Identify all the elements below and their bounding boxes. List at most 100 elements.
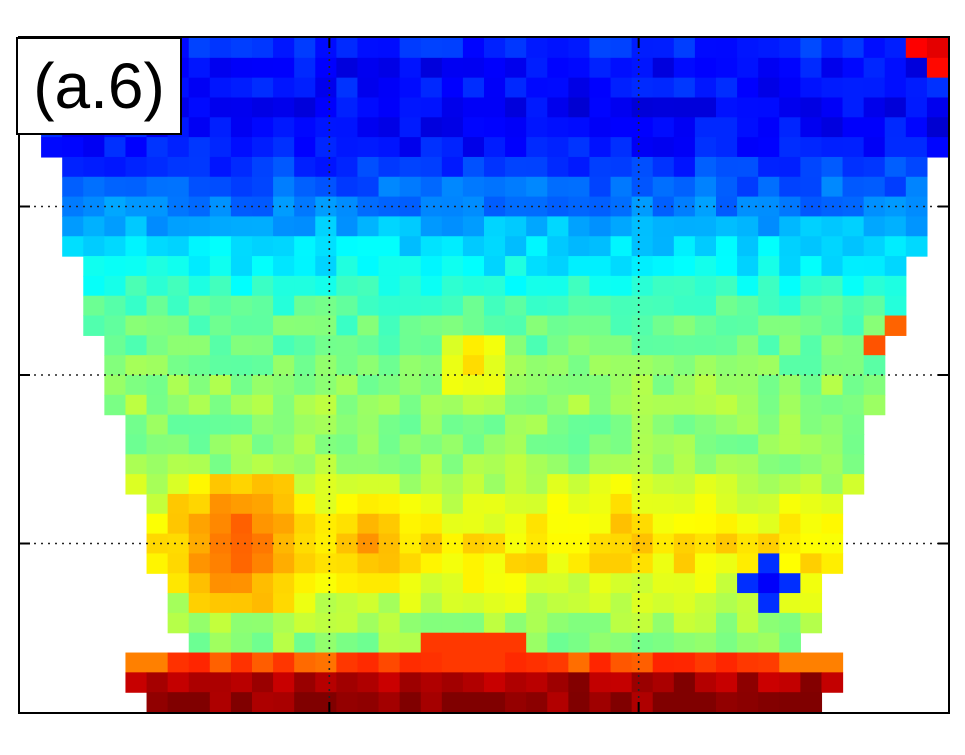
heatmap-cell	[336, 315, 359, 336]
heatmap-cell	[547, 414, 569, 436]
heatmap-cell	[336, 573, 359, 594]
heatmap-cell	[779, 652, 801, 673]
heatmap-cell	[336, 97, 359, 118]
heatmap-cell	[842, 38, 865, 59]
heatmap-cell	[357, 434, 380, 455]
heatmap-cell	[378, 434, 401, 455]
heatmap-cell	[378, 573, 401, 594]
heatmap-cell	[505, 573, 527, 594]
heatmap-cell	[273, 275, 295, 297]
heatmap-cell	[547, 474, 569, 495]
heatmap-cell	[673, 493, 696, 515]
heatmap-cell	[631, 573, 654, 594]
heatmap-cell	[526, 394, 548, 416]
heatmap-cell	[230, 553, 253, 574]
heatmap-cell	[209, 275, 232, 297]
heatmap-cell	[821, 315, 844, 336]
heatmap-cell	[462, 593, 485, 614]
heatmap-cell	[441, 493, 464, 515]
heatmap-cell	[547, 394, 569, 416]
heatmap-cell	[188, 196, 211, 218]
heatmap-cell	[589, 632, 612, 654]
heatmap-cell	[188, 632, 211, 654]
heatmap-cell	[779, 454, 801, 475]
heatmap-cell	[505, 632, 527, 654]
heatmap-cell	[209, 295, 232, 317]
heatmap-cell	[842, 295, 865, 317]
heatmap-cell	[547, 375, 569, 396]
heatmap-cell	[209, 315, 232, 336]
heatmap-cell	[146, 652, 169, 673]
heatmap-cell	[652, 97, 675, 118]
heatmap-cell	[230, 176, 253, 198]
heatmap-cell	[779, 493, 801, 515]
heatmap-cell	[273, 77, 295, 99]
heatmap-cell	[694, 216, 717, 237]
heatmap-cell	[737, 454, 759, 475]
heatmap-cell	[716, 236, 738, 257]
heatmap-cell	[716, 454, 738, 475]
heatmap-cell	[610, 236, 633, 257]
heatmap-cell	[167, 275, 190, 297]
heatmap-cell	[800, 97, 823, 118]
heatmap-cell	[146, 355, 169, 376]
heatmap-cell	[821, 176, 844, 198]
heatmap-cell	[252, 355, 274, 376]
heatmap-cell	[441, 513, 464, 535]
heatmap-cell	[484, 375, 506, 396]
heatmap-cell	[378, 375, 401, 396]
heatmap-cell	[926, 57, 949, 79]
heatmap-cell	[146, 236, 169, 257]
heatmap-cell	[610, 375, 633, 396]
heatmap-cell	[209, 454, 232, 475]
heatmap-cell	[146, 414, 169, 436]
heatmap-cell	[673, 38, 696, 59]
heatmap-cell	[821, 57, 844, 79]
heatmap-cell	[273, 57, 295, 79]
heatmap-cell	[905, 97, 928, 118]
heatmap-cell	[336, 513, 359, 535]
heatmap-cell	[779, 513, 801, 535]
heatmap-cell	[821, 454, 844, 475]
heatmap-cell	[631, 38, 654, 59]
heatmap-cell	[568, 533, 591, 555]
heatmap-cell	[336, 38, 359, 59]
heatmap-cell	[652, 335, 675, 356]
heatmap-cell	[399, 196, 422, 218]
heatmap-cell	[589, 236, 612, 257]
heatmap-cell	[146, 434, 169, 455]
heatmap-cell	[821, 97, 844, 118]
heatmap-cell	[378, 394, 401, 416]
heatmap-cell	[526, 553, 548, 574]
heatmap-cell	[420, 612, 443, 634]
heatmap-cell	[526, 355, 548, 376]
heatmap-cell	[378, 216, 401, 237]
heatmap-cell	[547, 652, 569, 673]
heatmap-cell	[800, 454, 823, 475]
heatmap-cell	[737, 672, 759, 693]
heatmap-cell	[378, 196, 401, 218]
heatmap-cell	[673, 593, 696, 614]
heatmap-cell	[589, 256, 612, 277]
heatmap-cell	[83, 137, 105, 158]
heatmap-cell	[779, 355, 801, 376]
heatmap-cell	[441, 256, 464, 277]
heatmap-cell	[758, 236, 780, 257]
heatmap-cell	[230, 38, 253, 59]
heatmap-cell	[716, 216, 738, 237]
heatmap-cell	[758, 275, 780, 297]
heatmap-cell	[273, 176, 295, 198]
heatmap-cell	[758, 632, 780, 654]
heatmap-cell	[125, 355, 148, 376]
heatmap-cell	[694, 196, 717, 218]
heatmap-cell	[484, 672, 506, 693]
heatmap-cell	[252, 176, 274, 198]
heatmap-cell	[462, 295, 485, 317]
heatmap-cell	[821, 216, 844, 237]
heatmap-cell	[399, 137, 422, 158]
heatmap-cell	[252, 454, 274, 475]
heatmap-cell	[779, 335, 801, 356]
heatmap-cell	[758, 156, 780, 178]
heatmap-cell	[652, 692, 675, 713]
heatmap-cell	[842, 474, 865, 495]
